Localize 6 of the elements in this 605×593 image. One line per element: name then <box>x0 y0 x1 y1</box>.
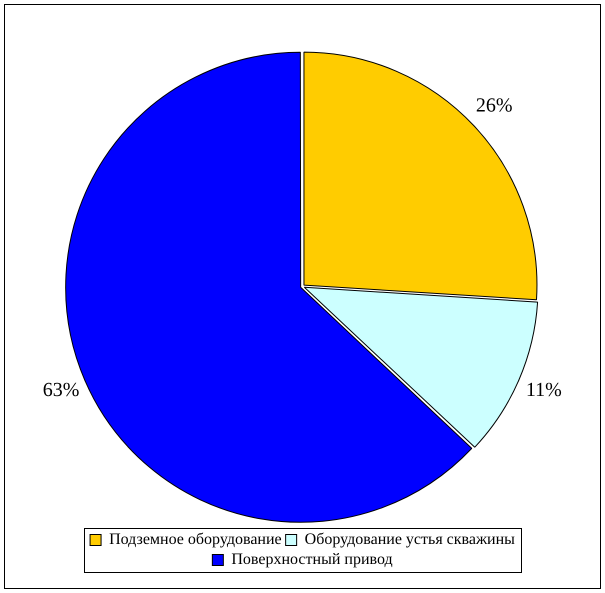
data-label: 26% <box>476 94 513 117</box>
data-label: 63% <box>42 379 80 402</box>
legend-label: Подземное оборудование <box>109 531 282 548</box>
legend-label: Оборудование устья скважины <box>304 531 516 548</box>
legend-label: Поверхностный привод <box>231 551 393 568</box>
data-label: 11% <box>526 379 562 402</box>
